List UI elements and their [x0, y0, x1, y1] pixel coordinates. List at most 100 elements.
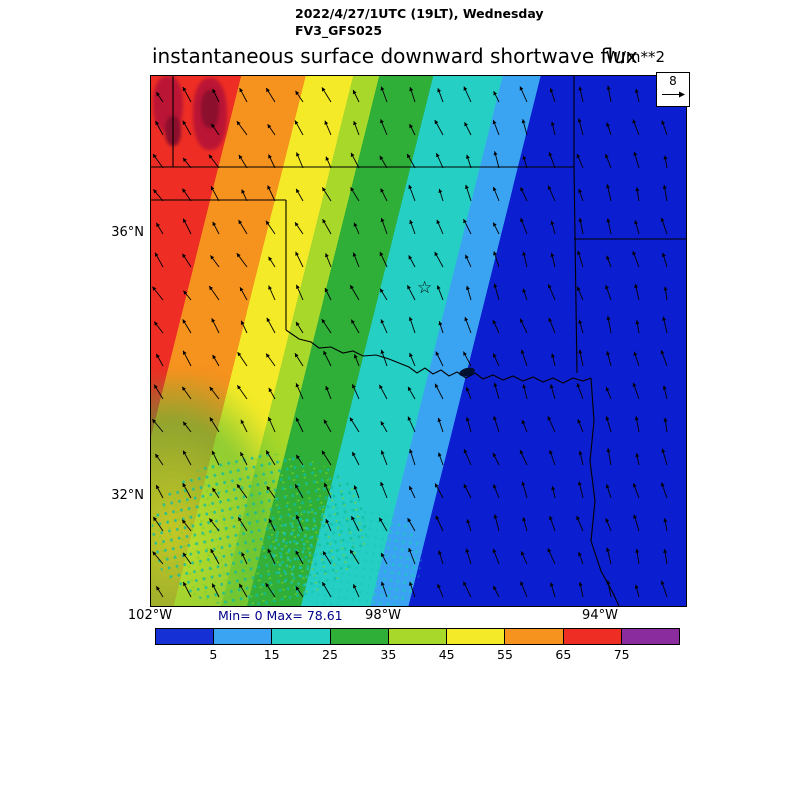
wind-arrow [437, 88, 444, 103]
wind-arrow [435, 515, 444, 532]
lon-tick-98w: 98°W [365, 608, 401, 623]
wind-arrow [606, 184, 612, 202]
wind-arrow [349, 417, 360, 433]
wind-arrow [212, 487, 220, 499]
wind-arrow [519, 318, 528, 334]
wind-arrow [548, 152, 556, 169]
wind-arrow [437, 417, 444, 433]
wind-arrow [321, 187, 332, 202]
wind-arrow [379, 384, 388, 400]
wind-arrow [324, 120, 332, 136]
wind-arrow [182, 188, 192, 202]
wind-arrow [634, 416, 640, 433]
wind-arrow [576, 286, 584, 301]
wind-arrow [295, 321, 304, 334]
wind-arrow [434, 251, 444, 268]
wind-arrow [155, 484, 164, 499]
wind-arrow [210, 255, 220, 268]
wind-arrow [353, 120, 360, 136]
wind-arrow [520, 187, 528, 202]
units-label: W/m**2 [606, 48, 666, 66]
wind-arrow [351, 384, 360, 400]
wind-arrow [155, 91, 164, 103]
wind-arrow [547, 185, 556, 202]
wind-arrow [551, 486, 556, 499]
map-clip-region: ☆ [151, 76, 686, 606]
wind-arrow [350, 319, 360, 334]
wind-arrow [182, 253, 192, 268]
wind-arrow [437, 583, 444, 598]
colorbar-cell [563, 629, 622, 644]
figure-header: 2022/4/27/1UTC (19LT), Wednesday FV3_GFS… [295, 6, 544, 40]
wind-arrow [662, 316, 668, 334]
wind-arrow [465, 416, 472, 433]
wind-arrow [663, 286, 668, 301]
wind-arrow [466, 519, 472, 532]
wind-arrow [380, 319, 388, 334]
wind-arrow [492, 585, 500, 598]
wind-arrow [520, 551, 528, 565]
wind-arrow [464, 254, 472, 268]
wind-arrow [578, 581, 584, 598]
border-texas-louisiana [589, 377, 620, 606]
wind-arrow [241, 189, 248, 202]
wind-arrow [576, 383, 584, 400]
wind-arrow [465, 548, 472, 565]
wind-arrow [379, 251, 388, 268]
wind-arrow [155, 120, 164, 136]
colorbar-cell [272, 629, 331, 644]
wind-arrow [549, 384, 556, 400]
colorbar-tick-label: 5 [209, 647, 218, 662]
wind-arrow [236, 252, 248, 268]
wind-arrow [407, 416, 416, 433]
wind-arrow [294, 120, 304, 136]
wind-arrow [406, 153, 416, 169]
wind-arrow [380, 86, 388, 103]
wind-arrow [379, 288, 388, 301]
wind-arrow [520, 581, 528, 598]
lat-tick-36n: 36°N [111, 225, 144, 240]
colorbar-cell [214, 629, 273, 644]
wind-arrow [438, 321, 444, 334]
wind-arrow [380, 552, 388, 565]
wind-arrow [210, 548, 220, 565]
wind-arrow [605, 386, 612, 400]
wind-arrow [606, 448, 612, 466]
colorbar-cell [388, 629, 448, 644]
wind-arrow [578, 349, 584, 367]
wind-arrow [606, 316, 612, 334]
wind-arrow [295, 417, 304, 433]
wind-arrow [464, 121, 472, 136]
wind-arrow [325, 385, 332, 400]
wind-arrow [353, 485, 360, 499]
wind-arrow [409, 449, 416, 466]
colorbar-tick-label: 55 [497, 647, 513, 662]
wind-arrow [296, 152, 304, 169]
colorbar-cell [447, 629, 506, 644]
wind-arrow [211, 583, 220, 598]
wind-arrow [632, 382, 640, 400]
wind-arrow [436, 219, 444, 235]
wind-arrow [522, 288, 528, 301]
wind-arrow [492, 222, 500, 235]
wind-arrow [182, 581, 192, 598]
wind-arrow [635, 320, 640, 334]
wind-arrow [182, 218, 192, 235]
wind-arrow [380, 450, 388, 466]
colorbar-cell [621, 629, 679, 644]
wind-arrow [211, 123, 220, 136]
wind-arrow [380, 119, 388, 136]
wind-arrow [463, 483, 472, 499]
wind-arrow [350, 515, 360, 532]
wind-arrow [408, 485, 416, 499]
wind-arrow [351, 451, 360, 466]
wind-arrow [549, 515, 556, 532]
wind-arrow [208, 154, 220, 169]
wind-arrow [352, 252, 360, 268]
wind-arrow [519, 449, 528, 466]
wind-arrow [662, 385, 668, 400]
wind-arrow [152, 189, 164, 202]
wind-arrow [240, 419, 248, 433]
wind-arrow [182, 482, 192, 499]
wind-arrow [182, 319, 192, 334]
